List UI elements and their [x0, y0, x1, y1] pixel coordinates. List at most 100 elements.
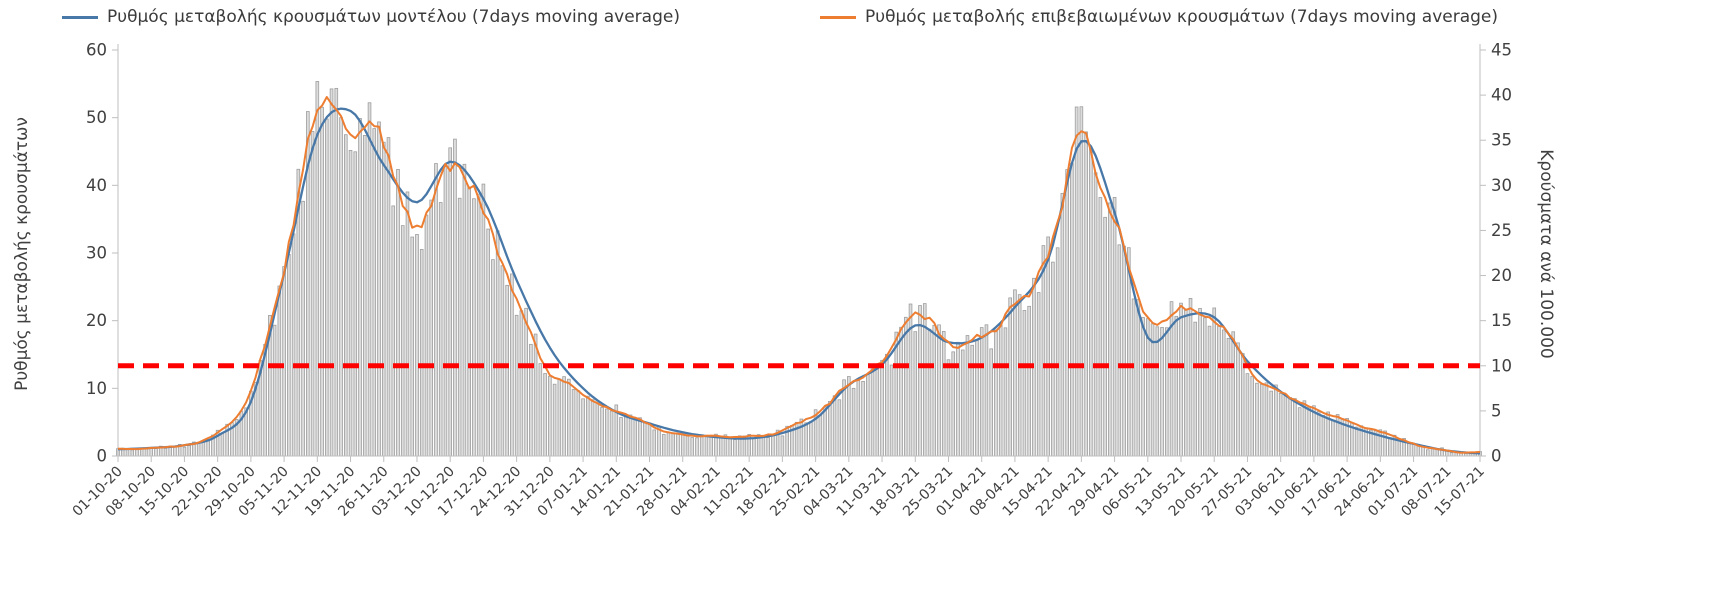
daily-bar — [571, 389, 576, 457]
right-axis-tick-label: 25 — [1491, 221, 1512, 240]
daily-bar — [880, 359, 884, 457]
daily-bar — [884, 353, 889, 457]
daily-bar — [329, 88, 334, 457]
daily-bar — [752, 437, 756, 457]
daily-bar — [1122, 245, 1126, 457]
right-axis-tick-label: 5 — [1491, 401, 1502, 420]
daily-bar — [505, 284, 509, 457]
right-axis-tick-label: 20 — [1491, 266, 1512, 285]
daily-bar — [548, 375, 552, 457]
daily-bar — [975, 340, 979, 457]
daily-bar — [334, 87, 339, 457]
right-axis-tick-label: 35 — [1491, 131, 1512, 150]
daily-bar — [1070, 162, 1074, 457]
daily-bar — [605, 408, 609, 457]
daily-bar — [400, 225, 405, 457]
daily-bar — [514, 314, 519, 457]
left-axis-tick-label: 40 — [86, 176, 107, 195]
daily-bar — [453, 138, 457, 457]
daily-bar — [1074, 106, 1079, 457]
daily-bar — [733, 439, 737, 457]
daily-bar — [1202, 317, 1207, 457]
daily-bar — [287, 254, 291, 457]
daily-bar — [1188, 298, 1193, 457]
daily-bar — [438, 202, 443, 457]
daily-bar — [543, 373, 547, 457]
daily-bar — [358, 118, 362, 457]
daily-bar — [1207, 325, 1212, 457]
daily-bar — [386, 137, 391, 457]
daily-bar — [828, 401, 832, 457]
confirmed-line-swatch — [819, 15, 856, 19]
daily-bar — [1051, 261, 1055, 457]
daily-bar — [619, 417, 623, 457]
daily-bar — [481, 183, 486, 457]
daily-bar — [272, 324, 277, 457]
daily-bar — [538, 363, 543, 457]
daily-bar — [671, 432, 676, 457]
daily-bar — [652, 429, 657, 457]
plot-area: 010203040506005101520253035404501-10-200… — [70, 41, 1512, 520]
daily-bar — [1141, 317, 1145, 457]
daily-bar — [699, 434, 704, 457]
daily-bar — [927, 328, 932, 457]
daily-bar — [154, 448, 158, 457]
right-axis-tick-label: 40 — [1491, 86, 1512, 105]
daily-bar — [467, 186, 471, 457]
daily-bar — [866, 373, 870, 457]
daily-bar — [472, 198, 476, 457]
right-axis-tick-label: 15 — [1491, 311, 1512, 330]
daily-bar — [623, 414, 628, 457]
daily-bar — [609, 410, 614, 457]
right-axis-tick-label: 45 — [1491, 41, 1512, 60]
daily-bar — [647, 422, 652, 457]
daily-bar — [391, 205, 396, 457]
daily-bar — [1103, 216, 1107, 457]
daily-bar — [960, 349, 965, 457]
daily-bar — [780, 435, 785, 457]
daily-bar — [709, 436, 714, 457]
daily-bar — [552, 383, 557, 457]
daily-bar — [718, 436, 723, 457]
left-axis-tick-label: 60 — [86, 41, 107, 60]
daily-bar — [339, 117, 343, 457]
daily-bar — [135, 449, 139, 457]
daily-bar — [998, 324, 1003, 457]
daily-bar — [1416, 445, 1421, 457]
daily-bar — [581, 398, 585, 457]
left-axis-tick-label: 0 — [97, 447, 108, 466]
daily-bar — [1060, 193, 1065, 457]
right-axis-tick-label: 10 — [1491, 356, 1512, 375]
daily-bar — [462, 163, 467, 457]
daily-bar — [600, 407, 604, 457]
daily-bar — [1293, 398, 1297, 457]
daily-bar — [1179, 302, 1183, 457]
daily-bar — [415, 234, 419, 457]
daily-bar — [1411, 443, 1416, 457]
daily-bar — [818, 414, 823, 457]
daily-bar — [861, 381, 865, 457]
daily-bar — [1278, 393, 1283, 457]
daily-bar — [1008, 297, 1012, 457]
daily-bar — [220, 432, 225, 457]
daily-bar — [970, 344, 975, 457]
daily-bar — [979, 327, 984, 457]
daily-bar — [704, 434, 709, 457]
daily-bars — [116, 81, 1482, 457]
daily-bar — [937, 324, 941, 457]
daily-bar — [832, 395, 837, 457]
daily-bar — [567, 378, 571, 457]
daily-bar — [362, 135, 367, 457]
daily-bar — [1449, 452, 1454, 457]
right-axis-tick-label: 0 — [1491, 447, 1502, 466]
daily-bar — [187, 445, 191, 457]
daily-bar — [932, 324, 937, 457]
daily-bar — [201, 441, 206, 457]
daily-bar — [1164, 327, 1169, 457]
daily-bar — [557, 378, 562, 457]
legend-item-model: Ρυθμός μεταβολής κρουσμάτων μοντέλου (7d… — [62, 7, 680, 27]
daily-bar — [875, 367, 880, 457]
daily-bar — [1022, 310, 1027, 457]
daily-bar — [799, 418, 804, 457]
daily-bar — [766, 437, 770, 457]
